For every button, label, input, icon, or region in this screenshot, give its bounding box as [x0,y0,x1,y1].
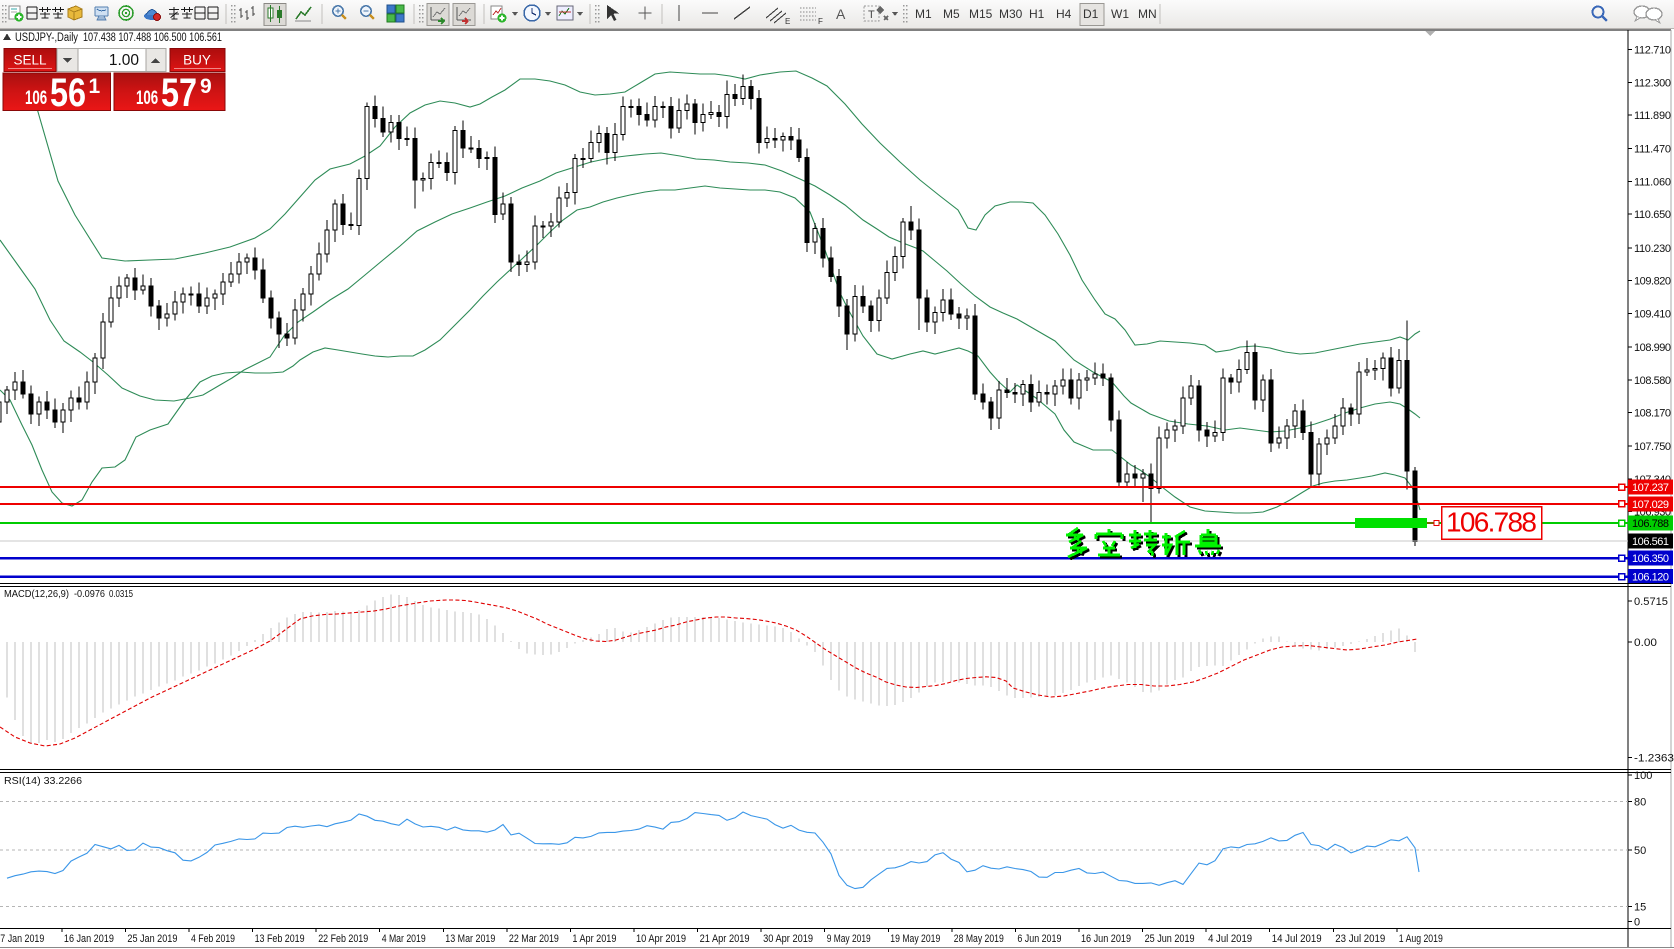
svg-text:H4: H4 [1056,7,1072,21]
svg-text:M30: M30 [999,7,1023,21]
svg-text:USDJPY-,Daily: USDJPY-,Daily [15,32,78,44]
svg-text:1.00: 1.00 [109,52,140,69]
svg-text:106: 106 [136,88,158,109]
svg-text:4 Jul 2019: 4 Jul 2019 [1208,933,1252,945]
svg-text:80: 80 [1634,796,1646,808]
svg-text:25 Jan 2019: 25 Jan 2019 [127,933,177,945]
svg-text:1 Apr 2019: 1 Apr 2019 [572,933,616,945]
svg-text:A: A [836,6,846,22]
svg-text:50: 50 [1634,845,1646,857]
svg-text:111.890: 111.890 [1634,110,1671,122]
svg-text:111.060: 111.060 [1634,177,1671,189]
svg-text:1 Aug 2019: 1 Aug 2019 [1399,933,1443,945]
svg-text:30 Apr 2019: 30 Apr 2019 [763,933,813,945]
svg-text:0.5715: 0.5715 [1634,596,1668,608]
svg-text:M5: M5 [943,7,960,21]
svg-text:106.561: 106.561 [1632,536,1669,548]
svg-text:19 May 2019: 19 May 2019 [890,933,940,945]
svg-text:0: 0 [1634,917,1640,929]
svg-text:109.820: 109.820 [1634,276,1671,288]
svg-text:4 Mar 2019: 4 Mar 2019 [382,933,426,945]
svg-text:T: T [868,9,875,21]
svg-text:H1: H1 [1029,7,1045,21]
svg-text:16 Jun 2019: 16 Jun 2019 [1081,933,1131,945]
svg-text:107.237: 107.237 [1632,482,1669,494]
svg-text:D1: D1 [1083,7,1099,21]
svg-text:7 Jan 2019: 7 Jan 2019 [0,933,44,945]
svg-text:0.00: 0.00 [1634,637,1657,649]
svg-text:0.0315: 0.0315 [109,589,133,600]
svg-text:9: 9 [200,75,212,98]
svg-text:112.300: 112.300 [1634,77,1671,89]
svg-text:BUY: BUY [183,53,211,68]
svg-text:112.710: 112.710 [1634,45,1671,57]
svg-text:-0.0976: -0.0976 [74,589,105,600]
svg-text:100: 100 [1634,770,1652,782]
svg-text:10 Apr 2019: 10 Apr 2019 [636,933,686,945]
svg-text:15: 15 [1634,902,1646,914]
svg-text:25 Jun 2019: 25 Jun 2019 [1145,933,1195,945]
svg-text:F: F [818,17,823,26]
svg-text:23 Jul 2019: 23 Jul 2019 [1335,933,1385,945]
svg-text:57: 57 [161,70,197,115]
svg-text:109.410: 109.410 [1634,308,1671,320]
svg-text:106.120: 106.120 [1632,572,1669,584]
svg-text:22 Mar 2019: 22 Mar 2019 [509,933,559,945]
svg-text:28 May 2019: 28 May 2019 [954,933,1004,945]
svg-text:110.230: 110.230 [1634,243,1671,255]
svg-text:106.350: 106.350 [1632,553,1669,565]
svg-text:4 Feb 2019: 4 Feb 2019 [191,933,235,945]
svg-text:108.990: 108.990 [1634,342,1671,354]
svg-text:MACD(12,26,9): MACD(12,26,9) [4,589,69,600]
svg-text:56: 56 [50,70,86,115]
svg-text:111.470: 111.470 [1634,144,1671,156]
svg-text:107.029: 107.029 [1632,499,1669,511]
svg-text:9 May 2019: 9 May 2019 [827,933,871,945]
svg-text:16 Jan 2019: 16 Jan 2019 [64,933,114,945]
svg-text:RSI(14) 33.2266: RSI(14) 33.2266 [4,776,82,787]
svg-text:110.650: 110.650 [1634,209,1671,221]
svg-text:M15: M15 [969,7,993,21]
svg-text:13 Mar 2019: 13 Mar 2019 [445,933,495,945]
svg-text:22 Feb 2019: 22 Feb 2019 [318,933,368,945]
svg-text:106.788: 106.788 [1446,507,1537,538]
svg-text:E: E [785,17,790,26]
svg-text:6 Jun 2019: 6 Jun 2019 [1017,933,1061,945]
svg-text:14 Jul 2019: 14 Jul 2019 [1272,933,1322,945]
svg-text:107.750: 107.750 [1634,441,1671,453]
svg-text:13 Feb 2019: 13 Feb 2019 [255,933,305,945]
svg-text:108.170: 108.170 [1634,408,1671,420]
svg-text:M1: M1 [915,7,932,21]
svg-text:107.438 107.488 106.500 106.56: 107.438 107.488 106.500 106.561 [83,32,222,44]
svg-text:106.788: 106.788 [1632,518,1669,530]
svg-text:1: 1 [89,75,101,98]
svg-text:SELL: SELL [13,53,47,68]
svg-text:108.580: 108.580 [1634,375,1671,387]
svg-text:21 Apr 2019: 21 Apr 2019 [700,933,750,945]
svg-text:W1: W1 [1111,7,1129,21]
svg-text:106: 106 [25,88,47,109]
svg-text:MN: MN [1138,7,1157,21]
svg-text:-1.2363: -1.2363 [1634,753,1674,765]
